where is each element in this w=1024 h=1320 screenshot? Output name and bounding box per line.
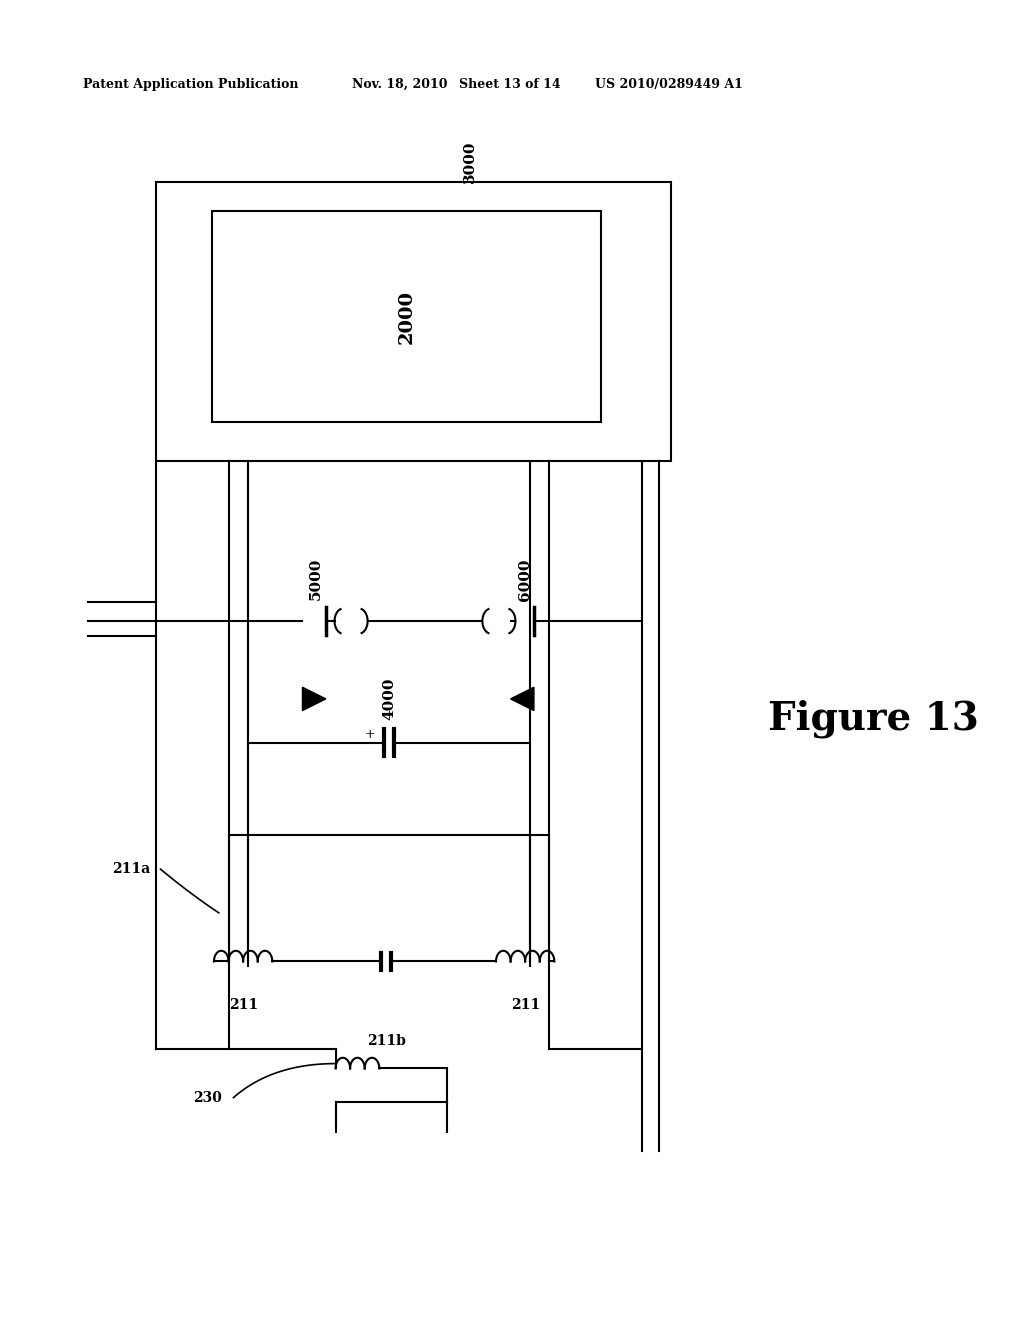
- Text: 211: 211: [511, 998, 540, 1012]
- Bar: [156, 182, 671, 461]
- Text: 211a: 211a: [113, 862, 151, 876]
- Text: Nov. 18, 2010: Nov. 18, 2010: [352, 78, 447, 91]
- Text: 2000: 2000: [397, 289, 416, 343]
- Bar: [212, 211, 601, 421]
- Text: 4000: 4000: [382, 677, 396, 721]
- Text: 211b: 211b: [367, 1035, 406, 1048]
- Text: 230: 230: [193, 1090, 222, 1105]
- Text: 5000: 5000: [309, 558, 323, 601]
- Text: 6000: 6000: [518, 558, 532, 601]
- Text: Sheet 13 of 14: Sheet 13 of 14: [459, 78, 561, 91]
- Text: Patent Application Publication: Patent Application Publication: [83, 78, 298, 91]
- Text: Figure 13: Figure 13: [768, 700, 979, 738]
- Text: 3000: 3000: [463, 141, 477, 183]
- Polygon shape: [511, 688, 534, 710]
- Text: 211: 211: [228, 998, 258, 1012]
- Text: +: +: [365, 729, 375, 742]
- Text: US 2010/0289449 A1: US 2010/0289449 A1: [595, 78, 743, 91]
- Polygon shape: [302, 688, 326, 710]
